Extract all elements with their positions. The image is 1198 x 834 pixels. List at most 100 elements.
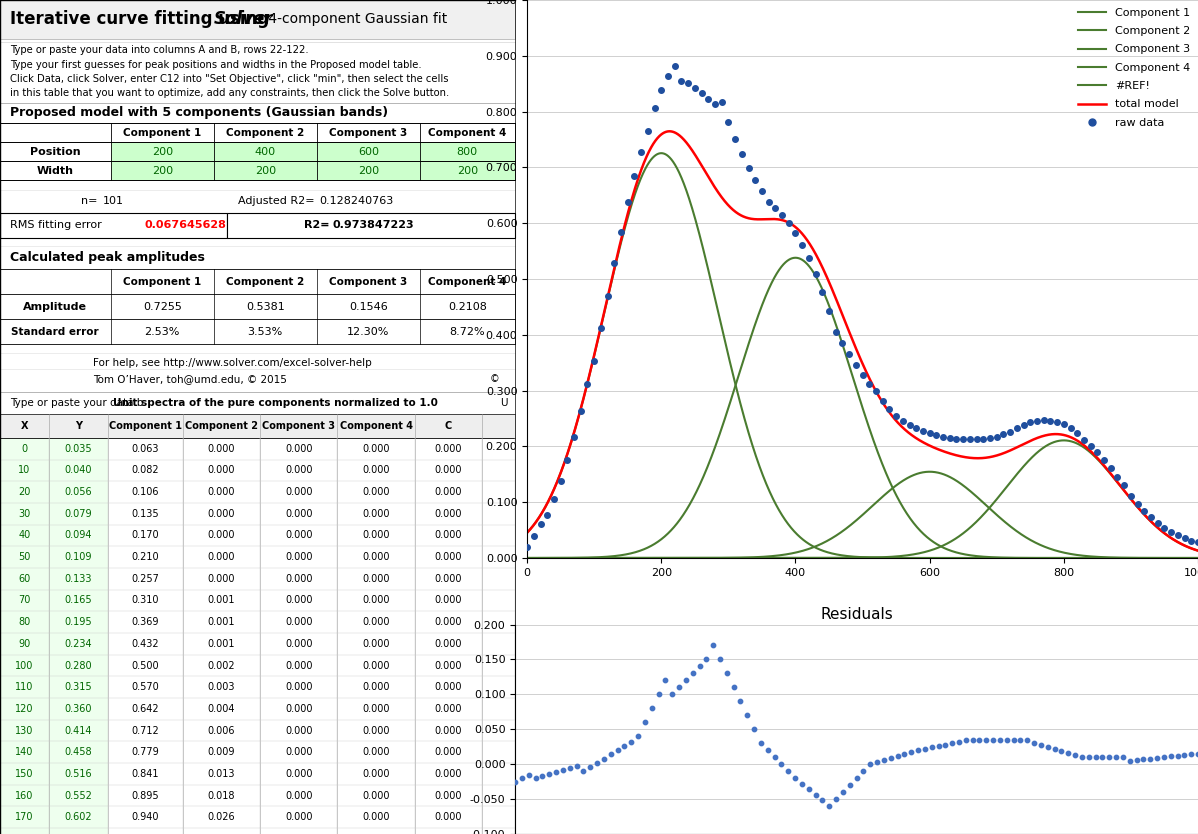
Text: 70: 70 [18, 595, 30, 605]
Point [1107, 751, 1126, 764]
Point [670, 681, 689, 694]
Text: 0.000: 0.000 [435, 661, 462, 671]
Point [946, 432, 966, 445]
Point [659, 69, 678, 83]
Point [665, 59, 684, 73]
Bar [0, 611, 108, 633]
Text: 0.003: 0.003 [207, 682, 235, 692]
Text: Component 3: Component 3 [329, 128, 407, 138]
Text: 0.000: 0.000 [362, 552, 389, 562]
Text: 0.000: 0.000 [362, 682, 389, 692]
Text: 0.432: 0.432 [132, 639, 159, 649]
Text: Component 2: Component 2 [226, 277, 304, 287]
Point [1140, 752, 1160, 766]
Point [758, 744, 778, 757]
Text: 0.000: 0.000 [435, 682, 462, 692]
Point [601, 748, 621, 761]
Text: 12.30%: 12.30% [347, 327, 389, 337]
Text: 0.000: 0.000 [285, 509, 313, 519]
Text: 0.000: 0.000 [435, 791, 462, 801]
Text: 0.035: 0.035 [65, 444, 92, 454]
Bar [0, 0, 515, 39]
Point [887, 409, 906, 422]
Point [943, 736, 962, 750]
Point [766, 751, 785, 764]
Point [1142, 510, 1161, 524]
Point [812, 794, 831, 807]
Text: 0.000: 0.000 [285, 682, 313, 692]
Legend: Component 1, Component 2, Component 3, Component 4, #REF!, total model, raw data: Component 1, Component 2, Component 3, C… [1073, 3, 1194, 133]
Text: Iterative curve fitting using: Iterative curve fitting using [11, 10, 276, 28]
Point [662, 688, 682, 701]
Text: 0.000: 0.000 [207, 444, 235, 454]
Point [712, 96, 731, 109]
Text: 0.000: 0.000 [207, 552, 235, 562]
Text: 0.000: 0.000 [362, 791, 389, 801]
Bar [0, 763, 108, 785]
Text: Component 3: Component 3 [262, 421, 335, 431]
Text: Component 2: Component 2 [184, 421, 258, 431]
Point [1034, 414, 1053, 427]
Bar [0, 698, 108, 720]
Text: 80: 80 [18, 617, 30, 627]
Text: 0.210: 0.210 [132, 552, 159, 562]
Text: 0.257: 0.257 [132, 574, 159, 584]
Point [672, 75, 691, 88]
Point [732, 148, 751, 161]
Text: 0.895: 0.895 [132, 791, 159, 801]
Point [1108, 470, 1127, 483]
Text: 0.000: 0.000 [435, 704, 462, 714]
Point [1133, 752, 1152, 766]
Text: 101: 101 [103, 196, 125, 206]
Point [1052, 744, 1071, 757]
Text: 0.004: 0.004 [207, 704, 235, 714]
Point [1129, 497, 1148, 510]
Point [967, 433, 986, 446]
Point [1148, 516, 1167, 530]
Point [928, 740, 948, 753]
Point [745, 173, 764, 187]
Bar [0, 414, 515, 438]
Text: 0.000: 0.000 [207, 509, 235, 519]
Text: 0.000: 0.000 [285, 747, 313, 757]
Text: 0.369: 0.369 [132, 617, 159, 627]
Text: 0.001: 0.001 [207, 617, 235, 627]
Bar [0, 655, 108, 676]
Point [866, 384, 885, 398]
Point [551, 474, 570, 487]
Text: 120: 120 [14, 704, 34, 714]
Point [539, 767, 558, 781]
Point [538, 508, 557, 521]
Text: 2.53%: 2.53% [145, 327, 180, 337]
Bar [0, 525, 108, 546]
Bar [0, 741, 108, 763]
Text: Width: Width [37, 166, 73, 176]
Text: X: X [20, 421, 28, 431]
Text: For help, see http://www.solver.com/excel-solver-help: For help, see http://www.solver.com/exce… [92, 358, 371, 368]
Text: 0.000: 0.000 [362, 704, 389, 714]
Point [698, 92, 718, 105]
Text: 0.642: 0.642 [132, 704, 159, 714]
Text: 400: 400 [255, 147, 276, 157]
Text: Component 3: Component 3 [329, 277, 407, 287]
Text: 0.779: 0.779 [132, 747, 159, 757]
Text: Adjusted R2=: Adjusted R2= [237, 196, 314, 206]
Point [553, 763, 573, 776]
Point [806, 788, 825, 801]
Text: 0.000: 0.000 [435, 444, 462, 454]
Point [913, 425, 932, 438]
Text: 0.056: 0.056 [65, 487, 92, 497]
Text: R2=: R2= [304, 220, 329, 230]
Point [779, 216, 798, 229]
Text: 0.009: 0.009 [207, 747, 235, 757]
Point [1088, 445, 1107, 459]
Text: 0.000: 0.000 [435, 509, 462, 519]
Point [927, 429, 946, 442]
Point [933, 430, 952, 444]
Text: 0.000: 0.000 [207, 487, 235, 497]
Point [577, 377, 597, 390]
Point [860, 757, 879, 771]
Point [544, 492, 563, 505]
Point [846, 358, 865, 371]
Text: 0.000: 0.000 [285, 595, 313, 605]
